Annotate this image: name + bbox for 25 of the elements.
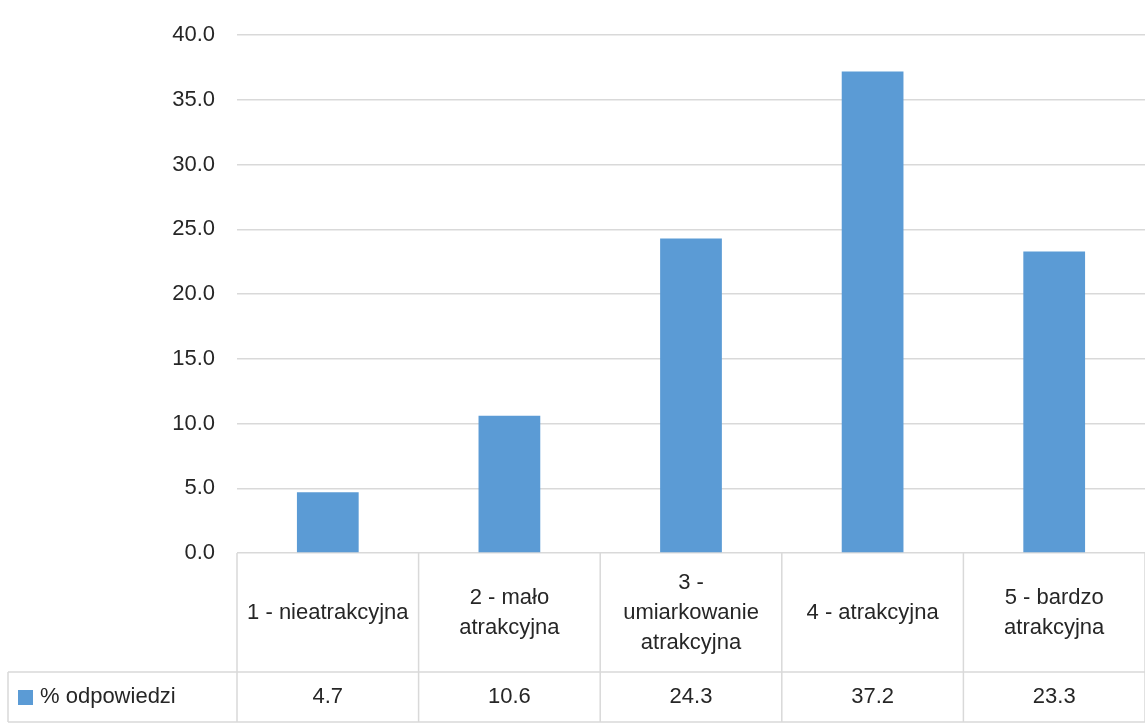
y-tick-label: 20.0 [172, 280, 215, 306]
y-tick-label: 10.0 [172, 409, 215, 435]
data-label: 24.3 [669, 683, 713, 709]
bar [478, 415, 541, 553]
bar [296, 492, 359, 553]
y-tick-label: 35.0 [172, 85, 215, 111]
bar [1023, 251, 1086, 553]
x-tick-label: 5 - bardzo atrakcyjna [1004, 583, 1106, 639]
y-tick-label: 25.0 [172, 215, 215, 241]
x-tick-label: 1 - nieatrakcyjna [247, 598, 410, 624]
bar [841, 71, 904, 553]
y-tick-label: 40.0 [172, 21, 215, 47]
y-tick-label: 0.0 [184, 539, 215, 565]
x-tick-label: 2 - mało atrakcyjna [459, 583, 561, 639]
x-tick-label: 4 - atrakcyjna [806, 598, 940, 624]
data-label: 10.6 [487, 683, 531, 709]
legend-label: % odpowiedzi [40, 683, 176, 709]
data-label: 23.3 [1032, 683, 1076, 709]
x-tick-label: 3 - umiarkowanie atrakcyjna [623, 568, 759, 654]
y-tick-label: 5.0 [184, 474, 215, 500]
y-tick-label: 30.0 [172, 150, 215, 176]
bar [660, 238, 722, 553]
y-tick-label: 15.0 [172, 344, 215, 370]
data-label: 4.7 [312, 683, 344, 709]
data-label: 37.2 [851, 683, 895, 709]
